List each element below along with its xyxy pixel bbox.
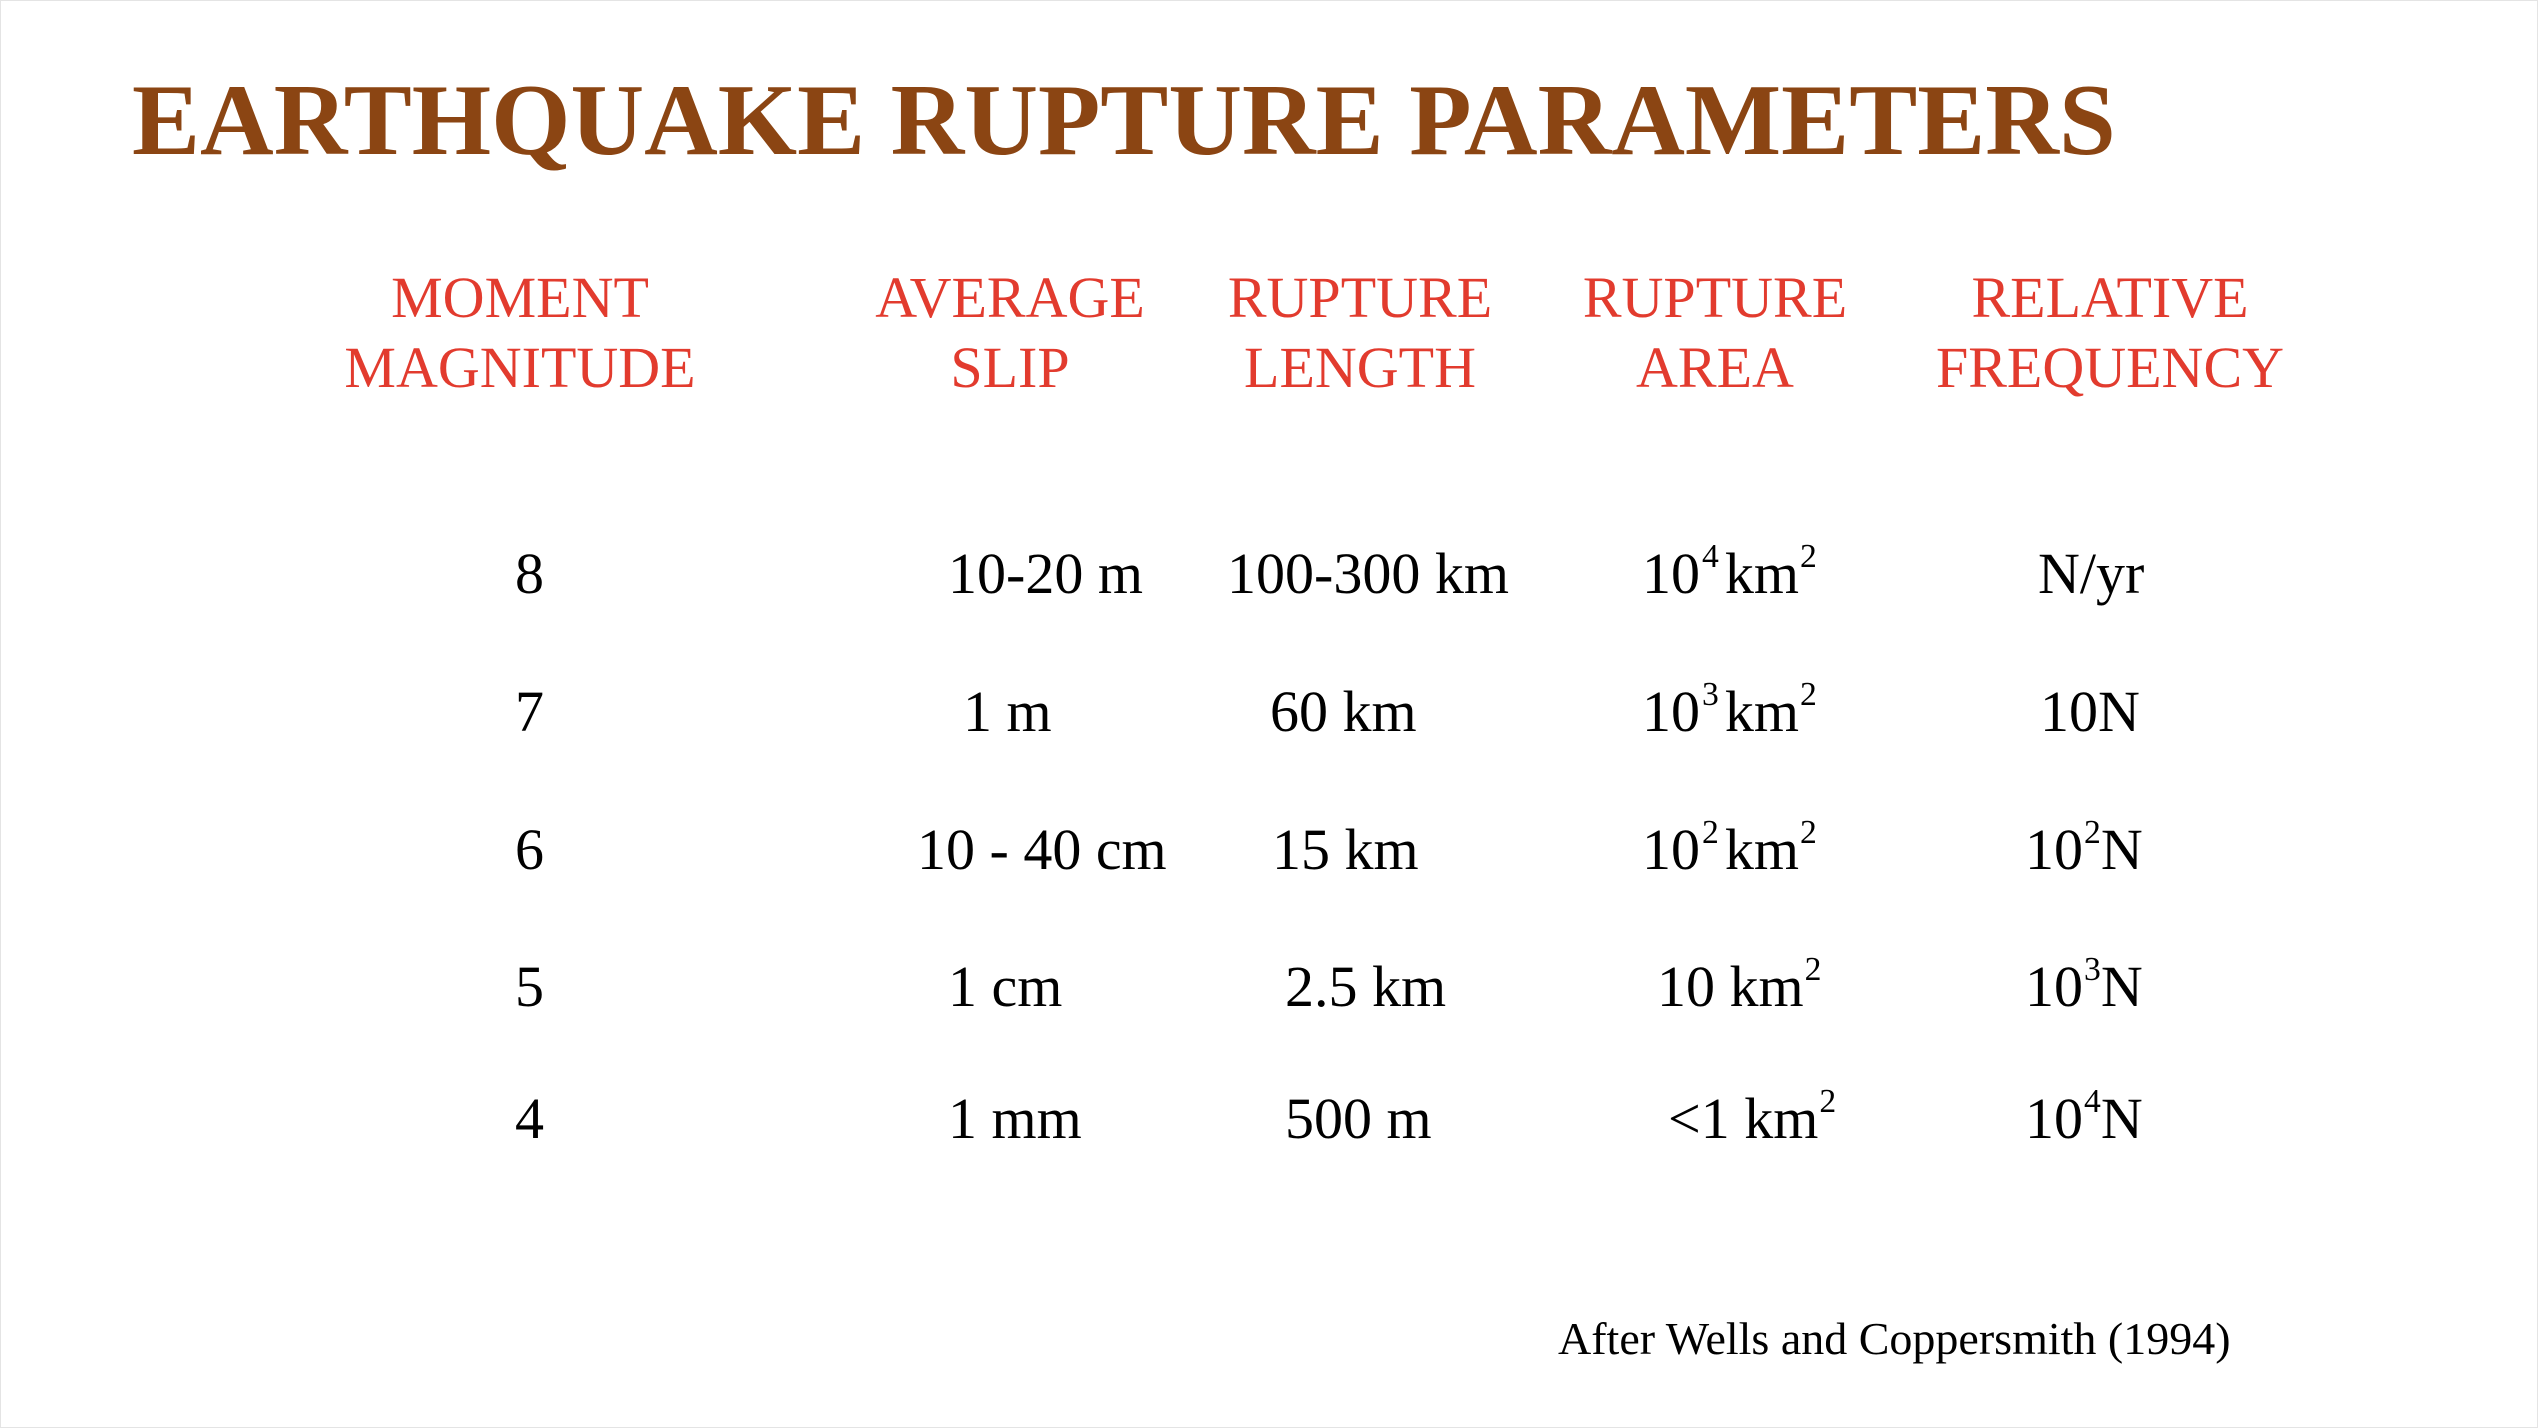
table-cell-frequency: 104N xyxy=(2025,1084,2143,1148)
area-base: <1 xyxy=(1668,1086,1730,1151)
table-cell-length: 15 km xyxy=(1272,817,1419,882)
table-cell-slip: 1 cm xyxy=(948,954,1063,1019)
header-relative-frequency: RELATIVE FREQUENCY xyxy=(1920,263,2300,403)
area-base: 10 xyxy=(1642,541,1700,606)
area-unit: km xyxy=(1724,679,1799,744)
table-cell-frequency: 102N xyxy=(2025,815,2143,879)
header-rupture-length: RUPTURE LENGTH xyxy=(1210,263,1510,403)
area-unit-exponent: 2 xyxy=(1799,537,1817,575)
table-cell-length: 2.5 km xyxy=(1285,954,1447,1019)
header-moment-magnitude: MOMENT MAGNITUDE xyxy=(330,263,710,403)
area-unit-exponent: 2 xyxy=(1819,1082,1837,1120)
header-average-slip: AVERAGE SLIP xyxy=(860,263,1160,403)
area-unit: km xyxy=(1729,954,1804,1019)
table-cell-area: 104 km2 xyxy=(1642,539,1817,603)
header-line: FREQUENCY xyxy=(1935,335,2285,400)
frequency-suffix: N xyxy=(2100,1086,2143,1151)
area-base: 10 xyxy=(1642,679,1700,744)
table-cell-magnitude: 8 xyxy=(515,541,544,606)
frequency-exponent: 4 xyxy=(2084,1082,2101,1120)
area-unit: km xyxy=(1724,817,1799,882)
header-line: RELATIVE xyxy=(1971,265,2249,330)
table-cell-slip: 1 mm xyxy=(948,1086,1082,1151)
header-line: RUPTURE xyxy=(1582,265,1848,330)
frequency-suffix: N xyxy=(2100,954,2143,1019)
area-unit-exponent: 2 xyxy=(1799,813,1817,851)
header-line: LENGTH xyxy=(1244,335,1476,400)
slide-title: EARTHQUAKE RUPTURE PARAMETERS xyxy=(132,64,2116,177)
area-unit: km xyxy=(1744,1086,1819,1151)
frequency-base: 10 xyxy=(2025,1086,2083,1151)
area-base: 10 xyxy=(1657,954,1715,1019)
table-cell-length: 500 m xyxy=(1285,1086,1432,1151)
table-cell-area: 10 km2 xyxy=(1657,952,1821,1016)
frequency-exponent: 2 xyxy=(2084,813,2101,851)
area-unit-exponent: 2 xyxy=(1804,950,1822,988)
table-cell-length: 60 km xyxy=(1270,679,1417,744)
area-base: 10 xyxy=(1642,817,1700,882)
area-unit: km xyxy=(1724,541,1799,606)
frequency-suffix: N xyxy=(2100,817,2143,882)
table-cell-slip: 1 m xyxy=(963,679,1052,744)
header-line: RUPTURE xyxy=(1227,265,1493,330)
table-cell-slip: 10 - 40 cm xyxy=(917,817,1167,882)
header-line: AREA xyxy=(1636,335,1794,400)
table-cell-magnitude: 4 xyxy=(515,1086,544,1151)
area-exponent: 3 xyxy=(1702,675,1719,713)
frequency-base: 10 xyxy=(2025,954,2083,1019)
area-exponent: 4 xyxy=(1702,537,1719,575)
table-cell-slip: 10-20 m xyxy=(948,541,1143,606)
table-cell-length: 100-300 km xyxy=(1227,541,1509,606)
table-cell-area: <1 km2 xyxy=(1668,1084,1836,1148)
table-cell-area: 103 km2 xyxy=(1642,677,1817,741)
frequency-value: N/yr xyxy=(2038,541,2145,606)
table-cell-area: 102 km2 xyxy=(1642,815,1817,879)
table-cell-frequency: 103N xyxy=(2025,952,2143,1016)
table-cell-magnitude: 5 xyxy=(515,954,544,1019)
citation: After Wells and Coppersmith (1994) xyxy=(1558,1313,2231,1364)
header-line: MOMENT xyxy=(391,265,649,330)
table-cell-frequency: N/yr xyxy=(2038,545,2144,603)
frequency-base: 10 xyxy=(2025,817,2083,882)
table-cell-magnitude: 7 xyxy=(515,679,544,744)
area-exponent: 2 xyxy=(1702,813,1719,851)
header-rupture-area: RUPTURE AREA xyxy=(1565,263,1865,403)
header-line: SLIP xyxy=(950,335,1070,400)
frequency-exponent: 3 xyxy=(2084,950,2101,988)
header-line: AVERAGE xyxy=(875,265,1145,330)
area-unit-exponent: 2 xyxy=(1799,675,1817,713)
header-line: MAGNITUDE xyxy=(344,335,696,400)
table-cell-frequency: 10N xyxy=(2040,683,2140,741)
table-cell-magnitude: 6 xyxy=(515,817,544,882)
frequency-value: 10N xyxy=(2040,679,2140,744)
